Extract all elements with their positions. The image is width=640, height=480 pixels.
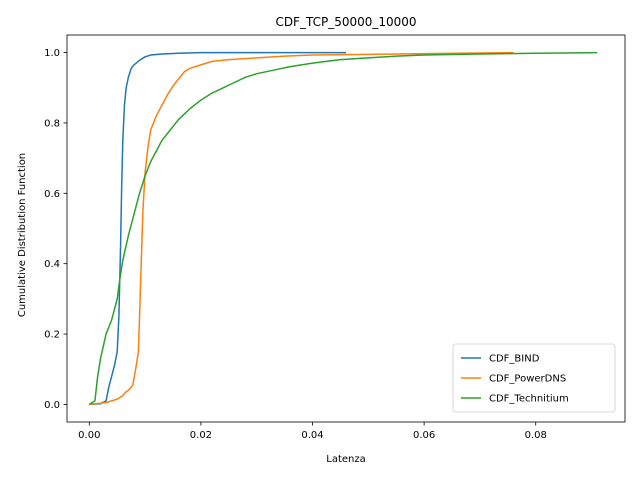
legend-label: CDF_PowerDNS: [489, 374, 566, 385]
y-axis-label: Cumulative Distribution Function: [17, 153, 28, 317]
legend-box: [452, 343, 616, 413]
y-tick-label: 1.0: [44, 48, 60, 59]
legend: CDF_BIND CDF_PowerDNS CDF_Technitium: [452, 343, 616, 413]
x-axis-label: Latenza: [326, 454, 366, 465]
y-tick-label: 0.4: [44, 259, 60, 270]
series-line-cdf-bind: [89, 51, 346, 406]
y-axis-ticks: 0.0 0.2 0.4 0.6 0.8 1.0: [44, 48, 67, 411]
series-line-cdf-technitium: [88, 51, 598, 406]
legend-label: CDF_Technitium: [489, 394, 569, 405]
series-line-cdf-powerdns: [89, 51, 514, 406]
y-tick-label: 0.2: [44, 330, 60, 341]
x-tick-label: 0.00: [78, 430, 100, 441]
y-tick-label: 0.0: [44, 400, 60, 411]
x-tick-label: 0.08: [525, 430, 547, 441]
y-tick-label: 0.6: [44, 189, 60, 200]
chart-title: CDF_TCP_50000_10000: [275, 15, 416, 29]
y-tick-label: 0.8: [44, 118, 60, 129]
x-tick-label: 0.04: [301, 430, 323, 441]
x-tick-label: 0.06: [413, 430, 435, 441]
plot-area: [66, 34, 626, 423]
x-tick-label: 0.02: [190, 430, 212, 441]
legend-label: CDF_BIND: [489, 354, 540, 365]
x-axis-ticks: 0.00 0.02 0.04 0.06 0.08: [78, 422, 547, 441]
series-lines: [88, 51, 598, 406]
